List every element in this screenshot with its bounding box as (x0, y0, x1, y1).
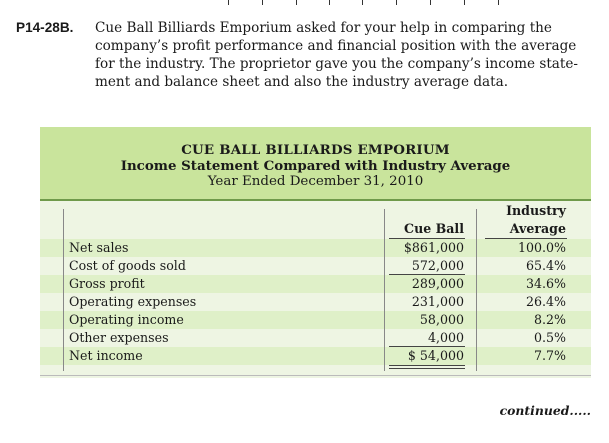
table-subtitle: Income Statement Compared with Industry … (120, 158, 511, 174)
row-company-value: 289,000 (411, 276, 464, 291)
column-header-company: Cue Ball (404, 221, 464, 236)
row-label: Operating expenses (69, 294, 197, 309)
row-industry-value: 34.6% (525, 276, 566, 291)
subtotal-underline (389, 346, 465, 347)
row-industry-value: 0.5% (534, 330, 566, 345)
table-row: Operating income 58,000 8.2% (40, 311, 591, 329)
continued-label: continued..... (499, 403, 591, 418)
subtotal-underline (389, 274, 465, 275)
column-header-industry-line1: Industry (506, 203, 566, 218)
table-row: Other expenses 4,000 0.5% (40, 329, 591, 347)
row-company-value: 231,000 (411, 294, 464, 309)
company-header-underline (389, 238, 465, 239)
table-row: Gross profit 289,000 34.6% (40, 275, 591, 293)
row-company-value: $ 54,000 (407, 348, 464, 363)
industry-column-rule (476, 209, 477, 371)
row-label: Other expenses (69, 330, 169, 345)
table-body: Cue Ball Industry Average Net sales $861… (40, 201, 591, 378)
table-header: CUE BALL BILLIARDS EMPORIUM Income State… (40, 127, 591, 201)
table-row: Cost of goods sold 572,000 65.4% (40, 257, 591, 275)
row-company-value: 4,000 (427, 330, 464, 345)
row-industry-value: 8.2% (534, 312, 566, 327)
table-row: Net sales $861,000 100.0% (40, 239, 591, 257)
top-crop-marks (0, 0, 609, 6)
row-industry-value: 26.4% (525, 294, 566, 309)
row-company-value: 58,000 (419, 312, 464, 327)
table-row: Net income $ 54,000 7.7% (40, 347, 591, 365)
table-title: CUE BALL BILLIARDS EMPORIUM (181, 142, 450, 158)
row-label: Gross profit (69, 276, 145, 291)
left-column-rule (63, 209, 64, 371)
row-company-value: $861,000 (403, 240, 464, 255)
row-industry-value: 65.4% (525, 258, 566, 273)
row-label: Net income (69, 348, 143, 363)
row-label: Operating income (69, 312, 184, 327)
row-company-value: 572,000 (411, 258, 464, 273)
problem-line: ment and balance sheet and also the indu… (95, 74, 509, 90)
problem-id: P14-28B. (16, 20, 74, 35)
row-label: Net sales (69, 240, 129, 255)
total-double-underline (389, 368, 465, 369)
problem-line: for the industry. The proprietor gave yo… (95, 56, 578, 72)
industry-header-underline (485, 238, 567, 239)
problem-line: company’s profit performance and financi… (95, 38, 577, 54)
column-header-industry-line2: Average (509, 221, 566, 236)
row-label: Cost of goods sold (69, 258, 186, 273)
problem-line: Cue Ball Billiards Emporium asked for yo… (95, 20, 552, 36)
table-period: Year Ended December 31, 2010 (207, 174, 424, 189)
total-double-underline (389, 365, 465, 366)
problem-text: Cue Ball Billiards Emporium asked for yo… (95, 19, 595, 91)
table-row: Operating expenses 231,000 26.4% (40, 293, 591, 311)
company-column-rule (384, 209, 385, 371)
table-bottom-rule (40, 375, 591, 376)
row-industry-value: 100.0% (517, 240, 566, 255)
income-statement-table: CUE BALL BILLIARDS EMPORIUM Income State… (40, 127, 591, 378)
row-industry-value: 7.7% (534, 348, 566, 363)
